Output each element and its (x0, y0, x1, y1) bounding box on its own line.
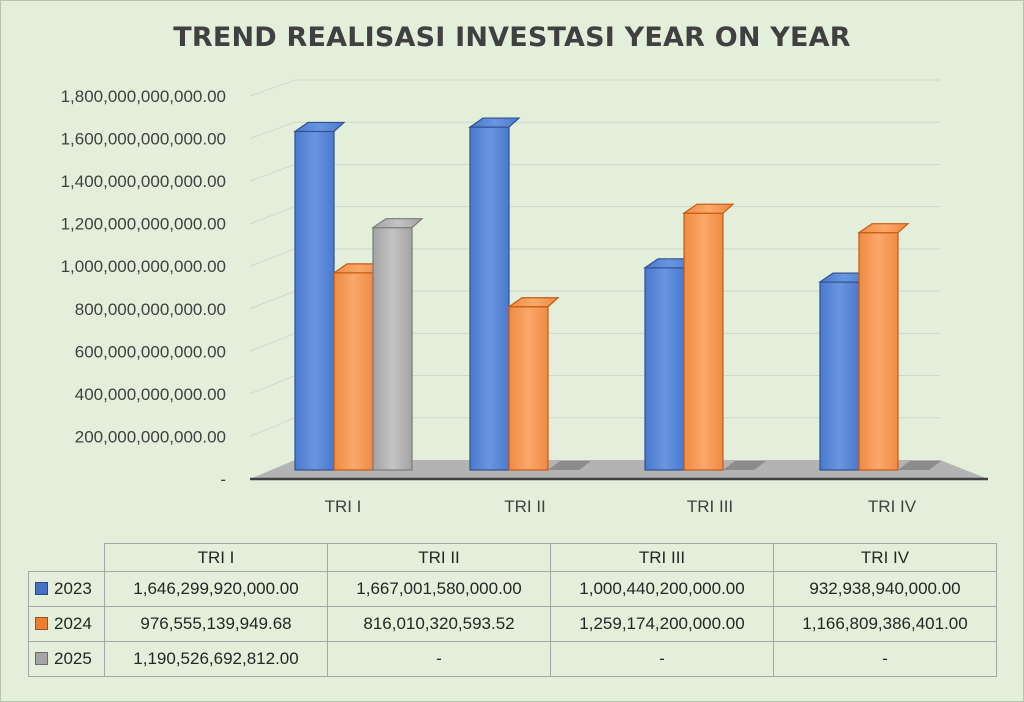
table-cell: 816,010,320,593.52 (327, 606, 551, 642)
series-name: 2025 (54, 649, 92, 668)
bar-2024-tri-iv (857, 223, 910, 471)
table-header-cell: TRI I (104, 543, 328, 572)
table-cell: - (550, 641, 774, 677)
table-header-row: TRI I TRI II TRI III TRI IV (28, 543, 997, 572)
plot-area: - 200,000,000,000.00 400,000,000,000.00 600… (61, 79, 988, 516)
table-cell: 1,000,440,200,000.00 (550, 571, 774, 607)
x-tick-label: TRI II (504, 497, 546, 516)
legend-swatch (35, 582, 48, 595)
table-header-cell: TRI IV (773, 543, 997, 572)
y-tick-label: 1,800,000,000,000.00 (61, 87, 226, 106)
gridline-side (249, 248, 296, 267)
table-header-cell: TRI III (550, 543, 774, 572)
x-tick-label: TRI III (687, 497, 733, 516)
y-axis-labels: - 200,000,000,000.00 400,000,000,000.00 600… (61, 87, 226, 489)
table-cell: - (327, 641, 551, 677)
table-cell: 1,190,526,692,812.00 (104, 641, 328, 677)
table-row: 2025 1,190,526,692,812.00 - - - (28, 641, 997, 677)
y-tick-label: 200,000,000,000.00 (75, 427, 226, 446)
series-name: 2024 (54, 614, 92, 633)
bar-empty (723, 461, 766, 470)
table-cell: - (773, 641, 997, 677)
gridline-side (249, 206, 296, 225)
bar-2024-tri-ii (507, 297, 560, 471)
y-tick-label: 1,000,000,000,000.00 (61, 257, 226, 276)
bar-empty (548, 461, 591, 470)
data-table: TRI I TRI II TRI III TRI IV 2023 1,646,2… (28, 543, 997, 677)
table-cell: 1,646,299,920,000.00 (104, 571, 328, 607)
table-header-cell: TRI II (327, 543, 551, 572)
x-tick-label: TRI I (325, 497, 362, 516)
table-row: 2024 976,555,139,949.68 816,010,320,593.… (28, 606, 997, 642)
table-corner (28, 543, 105, 572)
legend-2025: 2025 (28, 641, 105, 677)
y-tick-label: 1,400,000,000,000.00 (61, 172, 226, 191)
gridline-side (249, 332, 296, 352)
table-cell: 1,259,174,200,000.00 (550, 606, 774, 642)
bar-2023-tri-i (293, 121, 346, 471)
bar-2024-tri-iii (682, 203, 735, 471)
bars (293, 117, 941, 471)
gridline-side (249, 79, 296, 97)
table-cell: 1,667,001,580,000.00 (327, 571, 551, 607)
bar-2024-tri-i (332, 263, 385, 471)
chart-floor (250, 460, 988, 481)
bar-2025-tri-i (371, 218, 424, 471)
floor-surface (250, 460, 988, 479)
bar-2023-tri-iv (818, 272, 871, 471)
series-name: 2023 (54, 579, 92, 598)
legend-2023: 2023 (28, 571, 105, 607)
table-cell: 932,938,940,000.00 (773, 571, 997, 607)
bar-2023-tri-iii (643, 258, 696, 471)
bar-empty (898, 461, 941, 470)
table-cell: 976,555,139,949.68 (104, 606, 328, 642)
gridline-side (249, 163, 296, 182)
table-cell: 1,166,809,386,401.00 (773, 606, 997, 642)
legend-2024: 2024 (28, 606, 105, 642)
bar-2023-tri-ii (468, 117, 521, 471)
y-tick-label: 400,000,000,000.00 (75, 385, 226, 404)
y-tick-label: 1,600,000,000,000.00 (61, 130, 226, 149)
gridline-side (249, 290, 296, 310)
gridline-side (249, 121, 296, 140)
chart-title: TREND REALISASI INVESTASI YEAR ON YEAR (173, 22, 851, 53)
x-tick-label: TRI IV (868, 497, 917, 516)
x-axis-labels: TRI I TRI II TRI III TRI IV (325, 497, 917, 516)
table-row: 2023 1,646,299,920,000.00 1,667,001,580,… (28, 571, 997, 607)
y-tick-label: 800,000,000,000.00 (75, 300, 226, 319)
gridline-side (249, 417, 296, 437)
y-tick-label: 1,200,000,000,000.00 (61, 215, 226, 234)
y-tick-label: - (220, 470, 226, 489)
legend-swatch (35, 617, 48, 630)
gridline-side (249, 375, 296, 395)
legend-swatch (35, 652, 48, 665)
y-tick-label: 600,000,000,000.00 (75, 342, 226, 361)
